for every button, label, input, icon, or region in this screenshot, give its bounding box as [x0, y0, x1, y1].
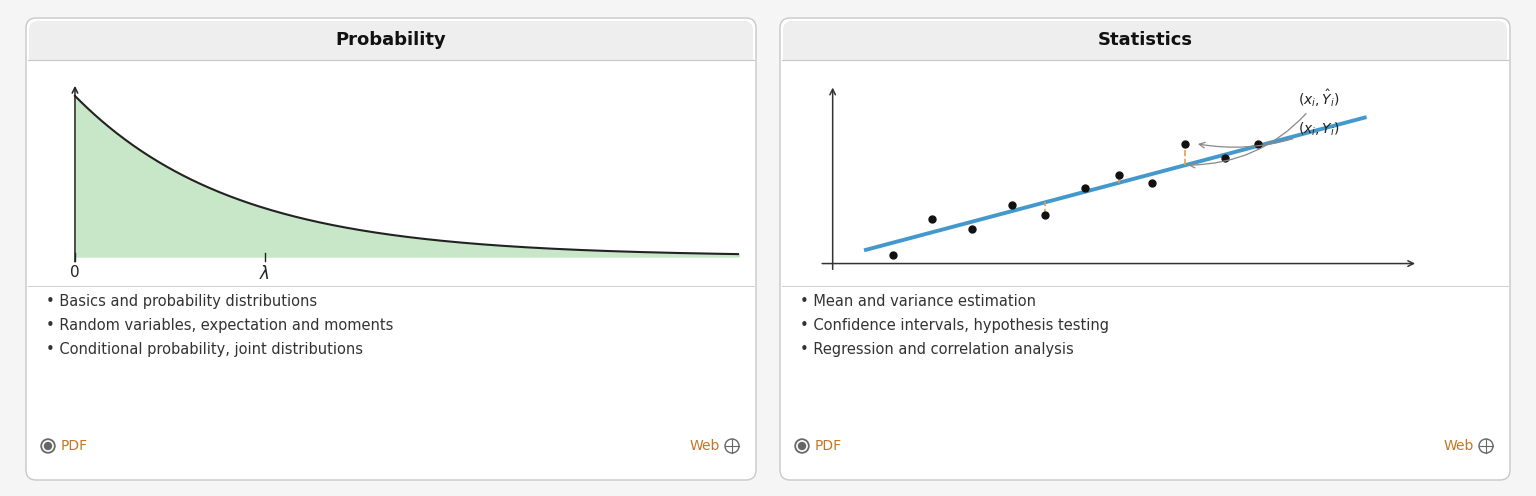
Text: • Conditional probability, joint distributions: • Conditional probability, joint distrib…: [46, 342, 362, 357]
Circle shape: [797, 441, 808, 451]
Text: • Basics and probability distributions: • Basics and probability distributions: [46, 294, 316, 309]
Circle shape: [41, 439, 55, 453]
Text: $(x_i, \hat{Y}_i)$: $(x_i, \hat{Y}_i)$: [1189, 87, 1339, 168]
Circle shape: [799, 442, 805, 449]
Text: Web: Web: [1444, 439, 1475, 453]
Text: Statistics: Statistics: [1098, 31, 1192, 49]
Text: 0: 0: [71, 264, 80, 280]
FancyBboxPatch shape: [29, 21, 753, 60]
Circle shape: [796, 439, 809, 453]
Text: PDF: PDF: [816, 439, 842, 453]
Text: $(x_i, Y_i)$: $(x_i, Y_i)$: [1200, 121, 1339, 148]
Text: • Mean and variance estimation: • Mean and variance estimation: [800, 294, 1035, 309]
FancyBboxPatch shape: [780, 18, 1510, 480]
Bar: [29, 40, 753, 60]
Text: • Random variables, expectation and moments: • Random variables, expectation and mome…: [46, 318, 393, 333]
Text: Web: Web: [690, 439, 720, 453]
Text: Probability: Probability: [336, 31, 447, 49]
FancyBboxPatch shape: [26, 18, 756, 480]
Text: $\lambda$: $\lambda$: [260, 264, 270, 283]
Circle shape: [43, 441, 54, 451]
Circle shape: [45, 442, 52, 449]
Text: PDF: PDF: [61, 439, 88, 453]
Text: • Regression and correlation analysis: • Regression and correlation analysis: [800, 342, 1074, 357]
Text: • Confidence intervals, hypothesis testing: • Confidence intervals, hypothesis testi…: [800, 318, 1109, 333]
Bar: [783, 40, 1507, 60]
FancyBboxPatch shape: [783, 21, 1507, 60]
